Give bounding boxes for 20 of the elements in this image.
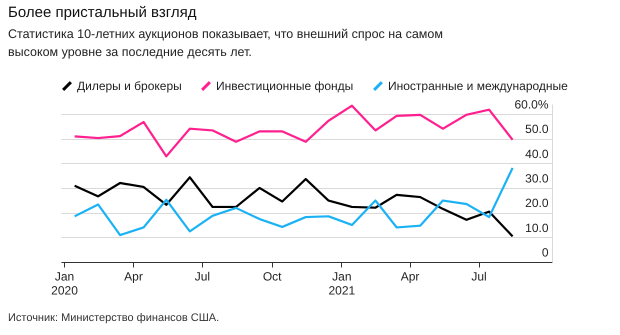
- legend-label: Инвестиционные фонды: [216, 79, 354, 94]
- legend-label: Иностранные и международные: [388, 79, 568, 94]
- y-tick-label: 10.0: [525, 220, 549, 235]
- y-tick-label: 20.0: [525, 196, 549, 210]
- y-tick-label: 0: [542, 246, 549, 260]
- x-tick-label: Oct: [262, 270, 282, 284]
- text: Источник: Министерство финансов США.: [8, 312, 220, 324]
- x-tick-label: Apr: [400, 270, 420, 284]
- y-tick-label: 40.0: [525, 146, 549, 161]
- chart-title: Более пристальный взгляд: [8, 4, 197, 21]
- chart-subtitle: Статистика 10-летних аукционов показывает, что внешний спрос на самом высоком уровне за последние десять лет.: [8, 27, 443, 59]
- x-tick-label: Jan 2021: [328, 270, 356, 298]
- x-tick-label: Jul: [471, 270, 487, 284]
- x-tick-label: Jan 2020: [51, 270, 78, 298]
- y-tick-label: 50.0: [525, 122, 549, 136]
- y-tick-label: 60.0%: [514, 97, 549, 112]
- legend-label: Дилеры и брокеры: [77, 79, 182, 94]
- y-tick-label: 30.0: [525, 171, 549, 186]
- x-tick-label: Apr: [124, 270, 143, 284]
- x-tick-label: Jul: [194, 270, 210, 284]
